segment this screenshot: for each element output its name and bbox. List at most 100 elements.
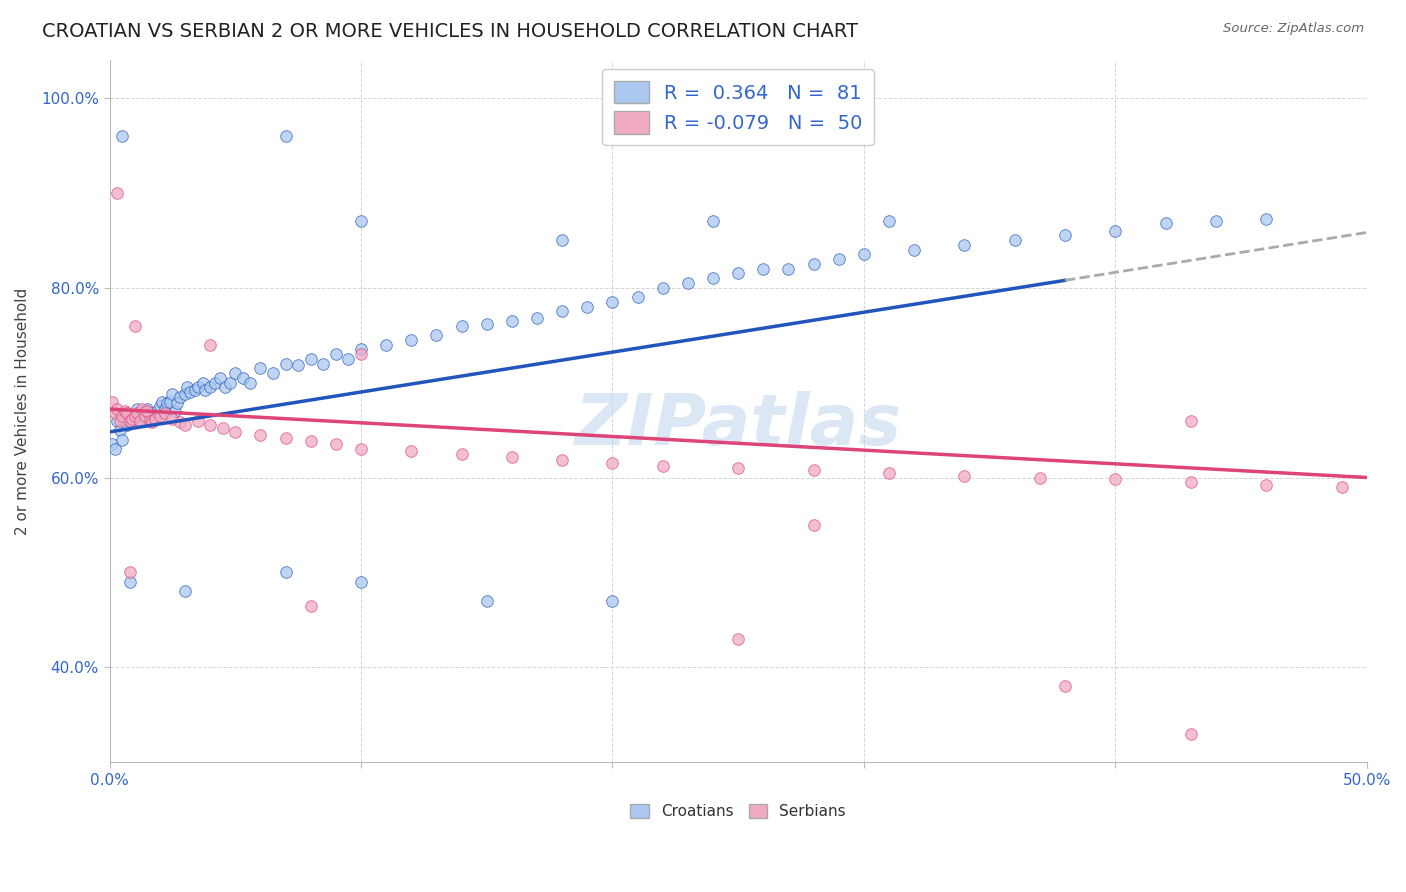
Point	[179, 384, 201, 399]
Point	[174, 387, 197, 401]
Point	[176, 380, 198, 394]
Point	[1256, 212, 1278, 227]
Point	[274, 566, 297, 580]
Point	[224, 425, 246, 439]
Point	[450, 318, 472, 333]
Point	[128, 413, 150, 427]
Point	[350, 343, 373, 357]
Point	[105, 402, 128, 417]
Point	[103, 442, 125, 456]
Point	[143, 409, 166, 423]
Point	[953, 468, 976, 483]
Point	[702, 214, 724, 228]
Text: CROATIAN VS SERBIAN 2 OR MORE VEHICLES IN HOUSEHOLD CORRELATION CHART: CROATIAN VS SERBIAN 2 OR MORE VEHICLES I…	[42, 22, 858, 41]
Point	[134, 409, 156, 423]
Text: ZIPatlas: ZIPatlas	[575, 391, 901, 459]
Point	[602, 594, 624, 608]
Point	[141, 416, 163, 430]
Point	[219, 376, 242, 390]
Point	[101, 437, 124, 451]
Point	[124, 409, 146, 423]
Point	[299, 599, 322, 613]
Point	[101, 394, 124, 409]
Point	[150, 394, 173, 409]
Point	[1004, 233, 1026, 247]
Point	[401, 333, 423, 347]
Point	[156, 396, 179, 410]
Point	[1029, 470, 1052, 484]
Point	[108, 423, 131, 437]
Point	[115, 418, 138, 433]
Point	[1330, 480, 1353, 494]
Point	[174, 584, 197, 599]
Point	[299, 434, 322, 449]
Point	[475, 594, 498, 608]
Point	[191, 376, 214, 390]
Point	[752, 261, 775, 276]
Point	[475, 317, 498, 331]
Point	[450, 447, 472, 461]
Point	[1054, 228, 1077, 243]
Point	[149, 409, 172, 423]
Point	[159, 394, 181, 409]
Point	[350, 442, 373, 456]
Point	[803, 257, 825, 271]
Point	[134, 404, 156, 418]
Point	[249, 361, 271, 376]
Point	[214, 380, 236, 394]
Point	[166, 396, 188, 410]
Point	[209, 371, 232, 385]
Point	[551, 233, 574, 247]
Point	[111, 433, 134, 447]
Point	[551, 304, 574, 318]
Point	[118, 574, 141, 589]
Point	[274, 431, 297, 445]
Point	[127, 402, 149, 417]
Point	[702, 271, 724, 285]
Point	[163, 404, 186, 418]
Point	[375, 337, 398, 351]
Point	[501, 314, 523, 328]
Legend: Croatians, Serbians: Croatians, Serbians	[624, 797, 852, 825]
Point	[1180, 413, 1202, 427]
Point	[877, 214, 900, 228]
Point	[262, 366, 284, 380]
Point	[127, 406, 149, 420]
Point	[186, 380, 208, 394]
Point	[1154, 216, 1177, 230]
Point	[1256, 478, 1278, 492]
Point	[803, 463, 825, 477]
Point	[299, 351, 322, 366]
Point	[350, 347, 373, 361]
Point	[162, 387, 184, 401]
Point	[105, 413, 128, 427]
Point	[124, 409, 146, 423]
Point	[803, 518, 825, 533]
Point	[501, 450, 523, 464]
Point	[121, 416, 143, 430]
Point	[676, 276, 699, 290]
Point	[146, 404, 169, 418]
Point	[105, 186, 128, 200]
Point	[169, 390, 191, 404]
Point	[350, 574, 373, 589]
Point	[852, 247, 875, 261]
Point	[828, 252, 851, 266]
Point	[143, 411, 166, 425]
Point	[274, 128, 297, 143]
Point	[114, 404, 136, 418]
Point	[131, 406, 153, 420]
Point	[184, 383, 207, 397]
Point	[1104, 223, 1126, 237]
Point	[602, 456, 624, 470]
Point	[124, 318, 146, 333]
Point	[551, 453, 574, 467]
Point	[249, 427, 271, 442]
Point	[128, 413, 150, 427]
Point	[1180, 475, 1202, 490]
Point	[194, 383, 217, 397]
Point	[274, 357, 297, 371]
Point	[727, 632, 749, 646]
Point	[114, 406, 136, 420]
Point	[186, 413, 208, 427]
